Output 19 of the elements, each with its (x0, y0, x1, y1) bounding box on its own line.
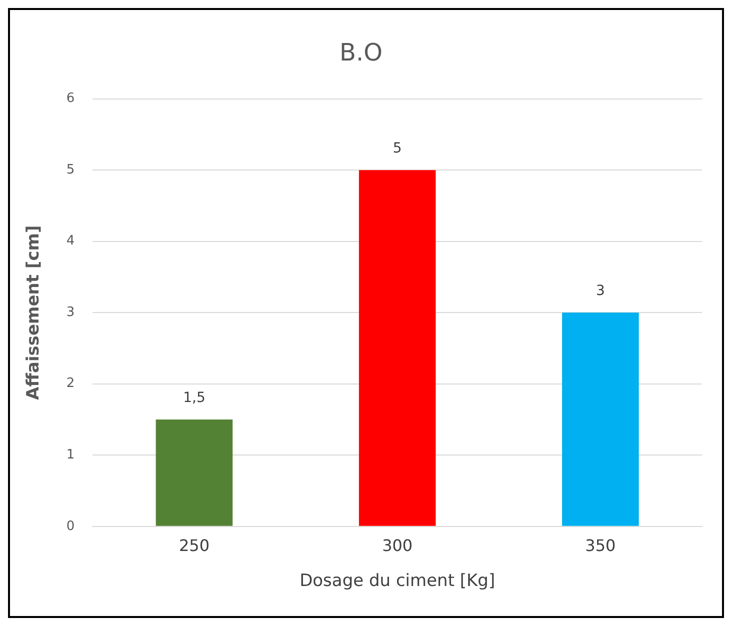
y-axis-title: Affaissement [cm] (24, 225, 44, 400)
x-tick-label: 350 (585, 536, 616, 556)
x-tick-label: 300 (382, 536, 413, 556)
bar (562, 312, 639, 526)
data-label: 5 (392, 140, 402, 157)
y-tick-label: 4 (66, 234, 75, 249)
data-label: 3 (596, 283, 605, 300)
x-axis-title: Dosage du ciment [Kg] (300, 571, 496, 592)
y-tick-label: 6 (66, 91, 75, 106)
y-tick-label: 3 (66, 304, 75, 320)
bar (156, 420, 233, 526)
bar (358, 170, 436, 526)
data-label: 1,5 (183, 390, 206, 406)
y-tick-label: 5 (66, 162, 75, 178)
y-tick-label: 0 (66, 518, 75, 534)
y-tick-label: 1 (66, 448, 75, 463)
y-tick-label: 2 (66, 376, 75, 392)
chart-title: B.O (340, 38, 382, 67)
x-tick-label: 250 (178, 536, 210, 556)
